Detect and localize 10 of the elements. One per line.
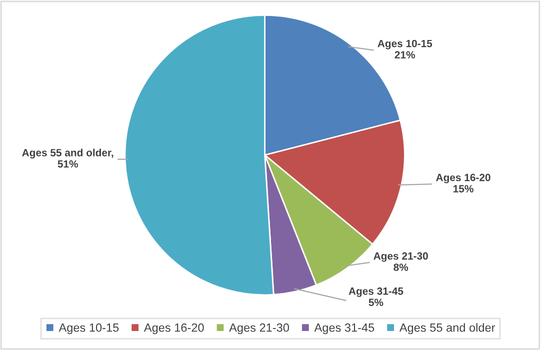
legend-label: Ages 55 and older	[399, 323, 496, 334]
data-label: Ages 31-45 5%	[348, 287, 404, 306]
data-label: Ages 55 and older, 51%	[22, 148, 114, 168]
data-label: Ages 16-20 15%	[436, 174, 490, 192]
legend-label: Ages 10-15	[58, 323, 119, 334]
legend-label: Ages 21-30	[229, 323, 290, 334]
data-label: Ages 21-30 8%	[374, 252, 428, 271]
legend-label: Ages 16-20	[144, 323, 204, 334]
data-label: Ages 10-15 21%	[378, 40, 432, 58]
legend-label: Ages 31-45	[314, 323, 374, 334]
